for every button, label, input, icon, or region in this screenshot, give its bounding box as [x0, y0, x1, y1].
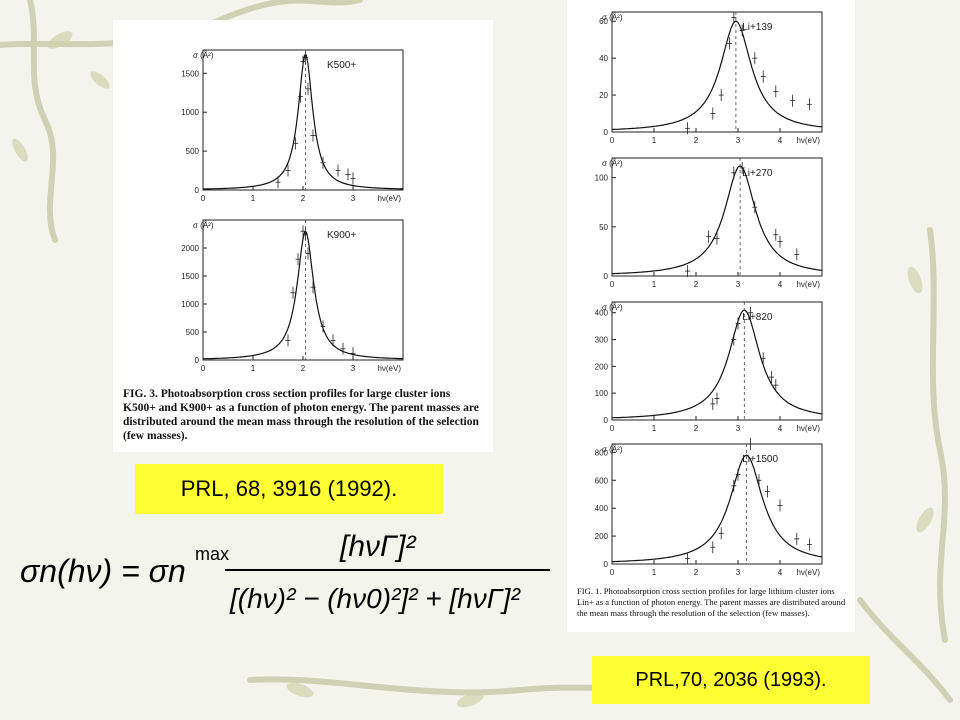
x-tick-label: 2: [694, 280, 699, 289]
y-tick-label: 100: [595, 174, 609, 183]
formula-numerator: [hνΓ]²: [339, 530, 416, 563]
x-tick-label: 4: [778, 280, 783, 289]
x-axis-label: hν(eV): [796, 280, 820, 289]
y-tick-label: 0: [604, 416, 609, 425]
y-tick-label: 40: [599, 54, 608, 63]
y-tick-label: 1000: [181, 108, 199, 117]
lorentzian-curve: [611, 20, 823, 131]
x-tick-label: 1: [652, 568, 657, 577]
chart-potassium-svg: 0 1 2 3 0 500 1000 1500 σ (Å²) hν(eV) K500+ 0 1 2 3 0 50…: [181, 49, 404, 373]
x-tick-label: 0: [610, 424, 615, 433]
y-tick-label: 1500: [181, 69, 199, 78]
y-tick-label: 20: [599, 91, 608, 100]
y-tick-label: 0: [195, 186, 200, 195]
x-tick-label: 1: [652, 280, 657, 289]
x-axis-label: hν(eV): [796, 136, 820, 145]
figure-lithium-clusters: 0 1 2 3 4 0 20 40 60 σ (Å²) hν(eV) Li+139 0 1 2 3 4 0 50 10…: [567, 0, 855, 632]
plot-frame: [611, 11, 823, 133]
x-axis-label: hν(eV): [377, 364, 401, 373]
y-tick-label: 2000: [181, 244, 199, 253]
x-tick-label: 2: [694, 424, 699, 433]
x-tick-label: 2: [301, 364, 306, 373]
lorentzian-curve: [611, 309, 823, 419]
formula-denominator: [(hν)² − (hν0)²]² + [hνΓ]²: [229, 583, 521, 614]
y-tick-label: 0: [604, 560, 609, 569]
series-label: K500+: [327, 60, 356, 71]
x-tick-label: 1: [251, 364, 256, 373]
x-tick-label: 0: [610, 136, 615, 145]
y-axis-label: σ (Å²): [602, 303, 623, 312]
series-label: Li+1500: [742, 454, 778, 465]
y-tick-label: 300: [595, 336, 609, 345]
x-tick-label: 4: [778, 424, 783, 433]
formula-lhs: σn(hν) = σn: [20, 553, 186, 589]
caption-fig1: FIG. 1. Photoabsorption cross section pr…: [577, 586, 846, 618]
x-tick-label: 1: [652, 136, 657, 145]
series-label: K900+: [327, 230, 356, 241]
lorentzian-curve: [202, 231, 404, 360]
y-axis-label: σ (Å²): [193, 51, 214, 60]
x-tick-label: 1: [652, 424, 657, 433]
y-tick-label: 200: [595, 532, 609, 541]
x-tick-label: 0: [610, 280, 615, 289]
x-tick-label: 3: [736, 424, 741, 433]
reference-prl-70: PRL,70, 2036 (1993).: [592, 656, 870, 704]
x-tick-label: 2: [694, 568, 699, 577]
lorentzian-curve: [611, 454, 823, 563]
x-axis-label: hν(eV): [377, 194, 401, 203]
x-axis-label: hν(eV): [796, 424, 820, 433]
y-tick-label: 200: [595, 362, 609, 371]
y-axis-label: σ (Å²): [193, 221, 214, 230]
x-tick-label: 0: [201, 194, 206, 203]
y-tick-label: 800: [595, 448, 609, 457]
y-axis-label: σ (Å²): [602, 13, 623, 22]
x-tick-label: 1: [251, 194, 256, 203]
x-tick-label: 4: [778, 136, 783, 145]
lorentzian-formula: σn(hν) = σn max [hνΓ]² [(hν)² − (hν0)²]²…: [20, 530, 550, 614]
x-tick-label: 0: [610, 568, 615, 577]
plot-frame: [611, 301, 823, 421]
y-tick-label: 500: [186, 147, 200, 156]
x-tick-label: 4: [778, 568, 783, 577]
x-tick-label: 3: [736, 136, 741, 145]
lorentzian-curve: [203, 54, 403, 190]
lorentzian-curve: [611, 165, 823, 275]
y-tick-label: 500: [186, 328, 200, 337]
figure-potassium-clusters: 0 1 2 3 0 500 1000 1500 σ (Å²) hν(eV) K500+ 0 1 2 3 0 50…: [113, 20, 493, 452]
plot-frame: [611, 443, 823, 565]
y-tick-label: 1500: [181, 272, 199, 281]
caption-fig3: FIG. 3. Photoabsorption cross section pr…: [123, 388, 479, 442]
x-tick-label: 3: [351, 194, 356, 203]
y-tick-label: 60: [599, 17, 608, 26]
x-tick-label: 3: [736, 280, 741, 289]
series-label: Li+270: [742, 168, 773, 179]
y-tick-label: 0: [195, 356, 200, 365]
x-tick-label: 3: [736, 568, 741, 577]
series-label: Li+820: [742, 312, 773, 323]
y-tick-label: 600: [595, 476, 609, 485]
x-tick-label: 3: [351, 364, 356, 373]
y-tick-label: 400: [595, 309, 609, 318]
y-axis-label: σ (Å²): [602, 159, 623, 168]
y-tick-label: 400: [595, 504, 609, 513]
y-tick-label: 50: [599, 223, 608, 232]
series-label: Li+139: [742, 22, 773, 33]
x-tick-label: 2: [301, 194, 306, 203]
plot-frame: [611, 157, 823, 277]
y-tick-label: 0: [604, 272, 609, 281]
formula-superscript: max: [195, 544, 229, 564]
y-tick-label: 100: [595, 389, 609, 398]
x-axis-label: hν(eV): [796, 568, 820, 577]
plot-frame: [202, 49, 404, 191]
y-tick-label: 1000: [181, 300, 199, 309]
x-tick-label: 0: [201, 364, 206, 373]
reference-prl-68: PRL, 68, 3916 (1992).: [135, 464, 443, 514]
y-axis-label: σ (Å²): [602, 445, 623, 454]
x-tick-label: 2: [694, 136, 699, 145]
y-tick-label: 0: [604, 128, 609, 137]
